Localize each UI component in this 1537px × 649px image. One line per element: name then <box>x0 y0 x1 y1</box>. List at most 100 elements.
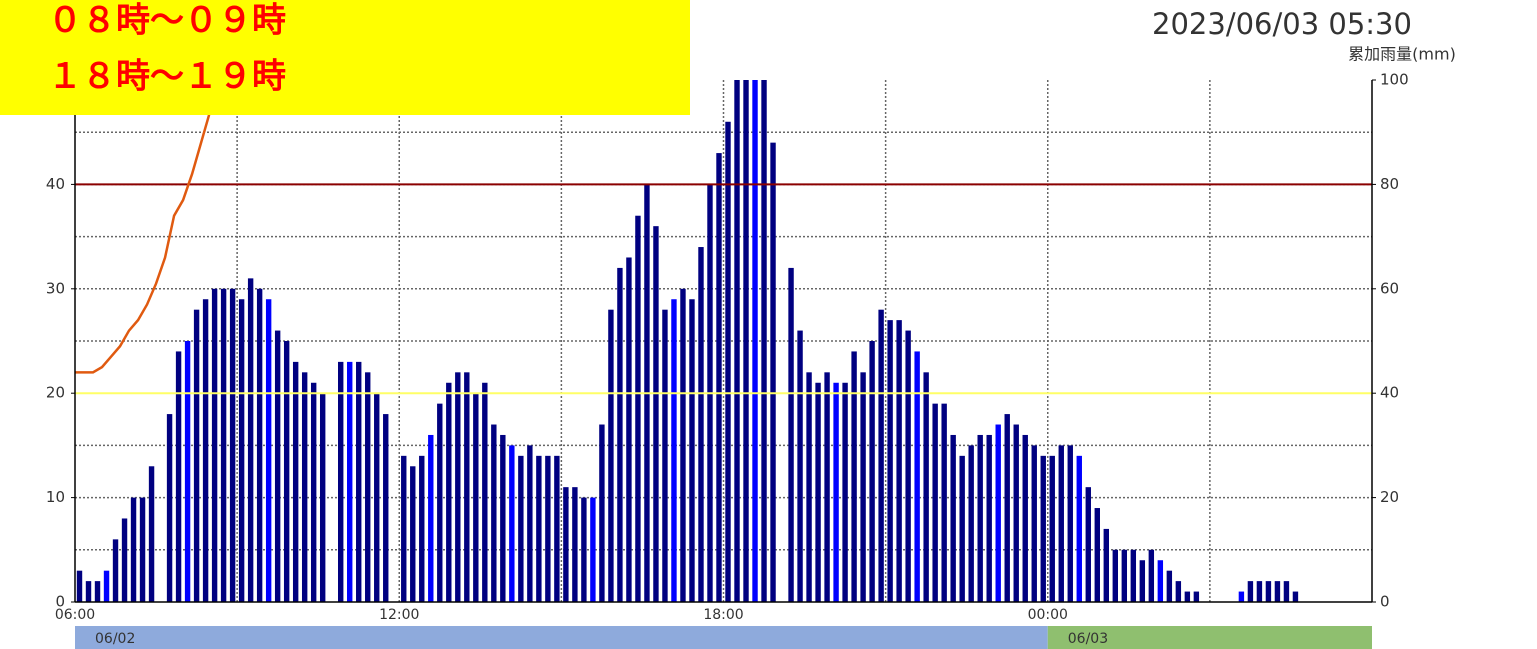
bar <box>734 80 740 602</box>
bar <box>977 434 983 602</box>
bar <box>1157 560 1164 602</box>
bar <box>1292 591 1299 602</box>
bar <box>914 351 920 602</box>
bar <box>950 434 956 602</box>
bar <box>752 80 758 602</box>
y2-tick-label: 80 <box>1380 175 1399 193</box>
bar <box>527 445 533 602</box>
bar <box>509 445 515 602</box>
bar <box>1022 434 1028 602</box>
bar <box>887 320 893 602</box>
bar <box>1148 549 1155 602</box>
bar <box>1130 549 1137 602</box>
bar <box>1166 570 1173 602</box>
y-tick-label: 40 <box>46 175 65 193</box>
bar <box>365 372 371 602</box>
bar <box>842 382 848 602</box>
bar <box>139 497 146 602</box>
bar <box>545 455 551 602</box>
bar <box>94 581 101 602</box>
bar <box>698 247 704 603</box>
bar <box>815 382 821 602</box>
bar <box>464 372 470 602</box>
bar <box>401 455 407 602</box>
y2-tick-label: 0 <box>1380 593 1390 611</box>
bar <box>1094 508 1100 602</box>
bar <box>202 299 209 602</box>
bar <box>103 570 110 602</box>
bar <box>76 570 83 602</box>
bar <box>896 320 902 602</box>
bar <box>383 414 389 602</box>
annotation: ０８時～０９時 <box>48 1 286 41</box>
cumulative-line <box>75 80 221 374</box>
annotation: １８時～１９時 <box>48 57 286 97</box>
bar <box>725 121 731 602</box>
bar <box>265 299 272 602</box>
bar <box>1175 581 1182 602</box>
y-tick-label: 20 <box>46 384 65 402</box>
bar <box>455 372 461 602</box>
bar <box>572 487 578 602</box>
y-tick-label: 30 <box>46 279 65 297</box>
date-band <box>1047 626 1372 649</box>
bar <box>274 330 281 602</box>
bar <box>1256 581 1263 602</box>
date-band-label: 06/02 <box>95 631 135 647</box>
bar <box>599 424 605 602</box>
bar <box>941 403 947 602</box>
bar <box>1067 445 1073 602</box>
x-tick-label: 12:00 <box>379 607 419 623</box>
bar <box>166 414 173 602</box>
bar <box>932 403 938 602</box>
date-band-label: 06/03 <box>1068 631 1108 647</box>
bar <box>410 466 416 602</box>
bar <box>806 372 812 602</box>
bar <box>959 455 965 602</box>
bar <box>1121 549 1128 602</box>
bar <box>653 226 659 602</box>
bar <box>1193 591 1200 602</box>
bar <box>1139 560 1146 602</box>
bar <box>1085 487 1091 602</box>
bar <box>851 351 857 602</box>
bar <box>788 267 794 602</box>
bar <box>824 372 830 602</box>
bar <box>121 518 128 602</box>
bar <box>563 487 569 602</box>
bar <box>85 581 92 602</box>
bar <box>1031 445 1037 602</box>
bar <box>680 288 686 602</box>
bar <box>356 361 362 602</box>
bar <box>662 309 668 602</box>
bar <box>536 455 542 602</box>
bar <box>671 299 677 602</box>
bar <box>112 539 119 602</box>
bar <box>374 393 380 602</box>
y2-tick-label: 20 <box>1380 488 1399 506</box>
bar <box>761 80 767 602</box>
bar <box>473 393 479 602</box>
bar <box>626 257 632 602</box>
bar <box>923 372 929 602</box>
annotation-box <box>0 0 690 115</box>
bar <box>860 372 866 602</box>
bar <box>500 434 506 602</box>
x-tick-label: 06:00 <box>55 607 95 623</box>
bar <box>1247 581 1254 602</box>
bar <box>797 330 803 602</box>
bar <box>437 403 443 602</box>
bar <box>428 434 434 602</box>
bar <box>878 309 884 602</box>
bar <box>1274 581 1281 602</box>
bar <box>743 80 749 602</box>
y2-axis-label: 累加雨量(mm) <box>1348 45 1456 64</box>
bar <box>148 466 155 602</box>
x-tick-label: 00:00 <box>1028 607 1068 623</box>
bar <box>968 445 974 602</box>
bar <box>581 497 587 602</box>
bar <box>482 382 488 602</box>
bar <box>175 351 182 602</box>
